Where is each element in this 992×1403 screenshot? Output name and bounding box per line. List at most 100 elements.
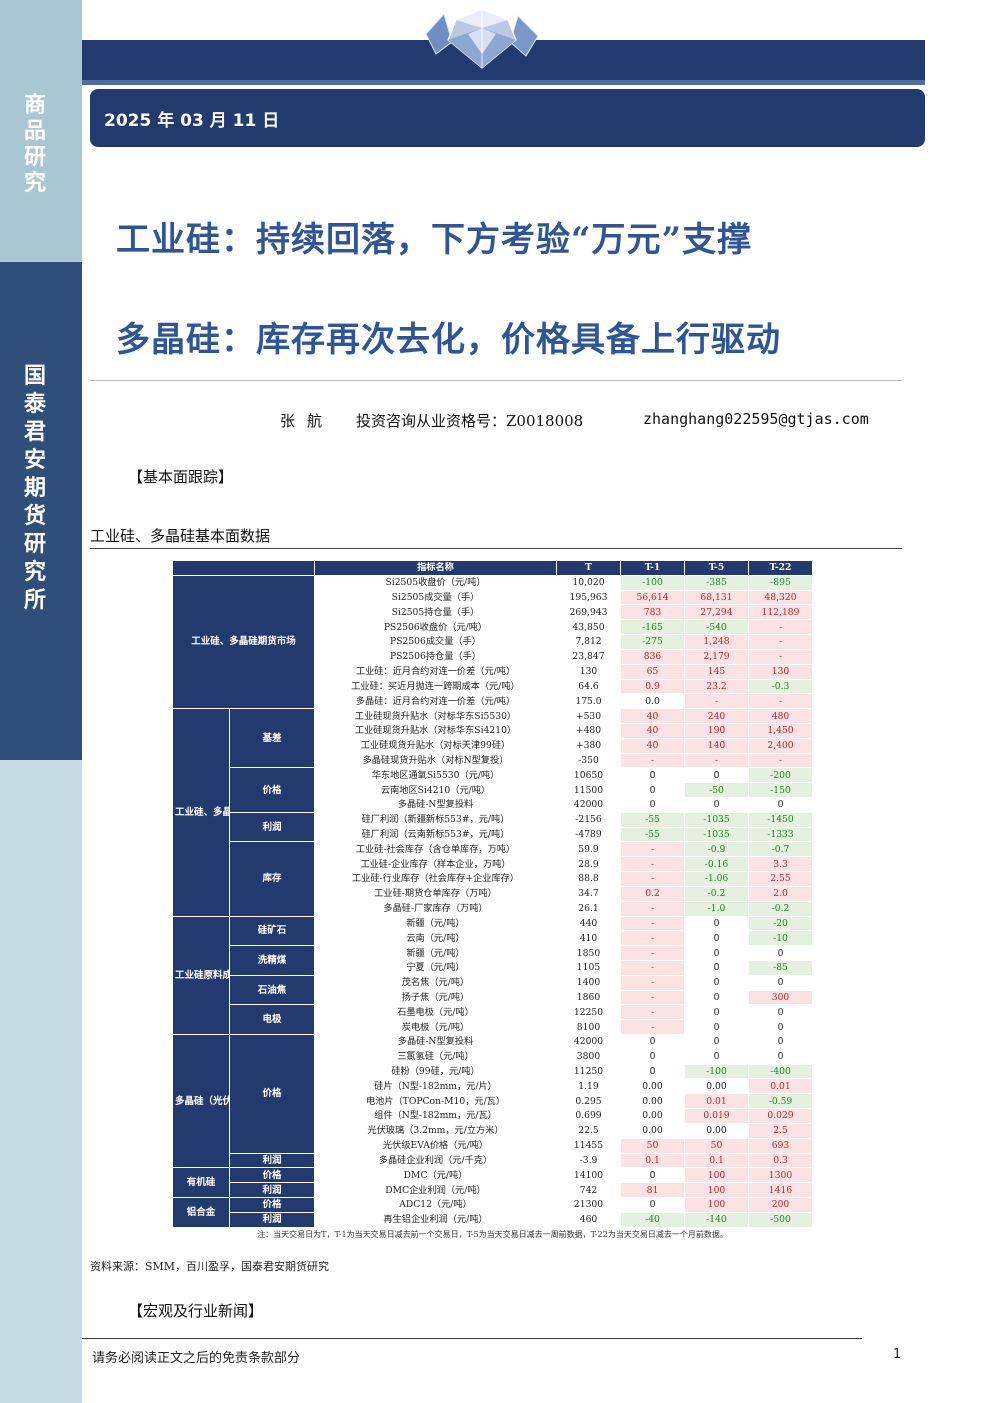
indicator-name: 宁夏（元/吨） [314,959,557,976]
change-t1: 0 [620,1048,685,1065]
change-t22: 112,189 [748,604,813,621]
sub-coal: 洗精煤 [229,945,315,976]
change-t5: 68,131 [684,589,749,606]
table-row: 价格 华东地区通氧Si5530（元/吨） 10650 0 0 -200 [173,767,813,813]
indicator-name: 工业硅-期货仓单库存（万吨） [314,885,557,902]
change-t5: 0.01 [684,1093,749,1110]
change-t5: -1.06 [684,871,749,887]
change-t5: 100 [684,1167,749,1184]
change-t5: 50 [684,1137,749,1154]
change-t22: 3.3 [748,856,813,873]
value-t: 11250 [556,1063,621,1080]
table-header-row: 指标名称 T T-1 T-5 T-22 [172,560,813,576]
table-row: 宁夏（元/吨） 1105-0 -85 [173,959,813,976]
indicator-name: 多晶硅企业利润（元/千克） [314,1152,557,1169]
value-t: 460 [556,1211,621,1228]
change-t22: -20 [748,915,813,932]
change-t22: - [748,634,813,650]
change-t5: 140 [684,737,749,754]
change-t22: -0.59 [748,1093,813,1110]
indicator-name: 多晶硅：近月合约对连一价差（元/吨） [314,693,557,710]
change-t1: - [620,1004,685,1021]
value-t: 1105 [556,959,621,976]
change-t22: -0.2 [748,900,813,917]
sub-inventory: 库存 [229,841,315,917]
change-t22: 0 [748,797,813,813]
change-t22: 0.029 [748,1108,813,1124]
sub-dmc-profit: 利润 [229,1182,315,1198]
table-row: 电极 石墨电极（元/吨） 12250-0 0 [173,1004,813,1035]
value-t: -4789 [556,826,621,843]
change-t5: -385 [684,574,749,591]
change-t5: 0.00 [684,1122,749,1139]
change-t1: 40 [620,722,685,739]
table-note-row: 注：当天交易日为T，T-1为当天交易日减去前一个交易日，T-5为当天交易日减去一… [172,1226,813,1243]
value-t: -350 [556,752,621,769]
value-t: 10,020 [556,574,621,591]
indicator-name: 硅厂利润（云南新标553#，元/吨） [314,826,557,843]
value-t: 1.19 [556,1078,621,1095]
change-t1: - [620,915,685,932]
indicator-name: 硅片（N型-182mm，元/片） [314,1078,557,1095]
change-t5: 0 [684,767,749,784]
change-t22: 0 [748,1004,813,1021]
table-row: PS2506成交量（手） 7,812 -275 1,248- [173,634,813,650]
indicator-name: 石墨电极（元/吨） [314,1004,557,1021]
change-t22: 300 [748,989,813,1006]
value-t: 11500 [556,782,621,798]
indicator-name: 光伏级EVA价格（元/吨） [314,1137,557,1154]
table-row: 硅粉（99硅，元/吨） 11250 0 -100 -400 [173,1063,813,1080]
value-t: 1850 [556,945,621,961]
table-caption: 工业硅、多晶硅基本面数据 [90,527,271,545]
change-t1: - [620,871,685,887]
indicator-name: 扬子焦（元/吨） [314,989,557,1006]
table-row: 利润 硅厂利润（新疆新标553#，元/吨） -2156 -55 -1035 -1450 [173,811,813,843]
change-t5: 0 [684,1019,749,1035]
indicator-name: 华东地区通氧Si5530（元/吨） [314,767,557,784]
value-t: 26.1 [556,900,621,917]
change-t22: -10 [748,930,813,947]
value-t: 88.8 [556,871,621,887]
change-t22: -0.7 [748,841,813,858]
table-row: 工业硅、多晶硅基差工业硅现货升贴水（对标华东Si5530）+5304024048… [172,708,813,917]
change-t1: 0 [620,1196,685,1213]
header-indicator: 指标名称 [314,560,557,576]
value-t: 11455 [556,1137,621,1154]
indicator-name: 工业硅-行业库存（社会库存+企业库存） [314,871,557,887]
fundamentals-table: 指标名称 T T-1 T-5 T-22 工业硅、多晶硅期货市场 Si2505收盘价… [172,560,813,1243]
change-t5: -1035 [684,811,749,828]
table-row: 利润 再生铝企业利润（元/吨） 460 -40 -140 -500 [173,1211,813,1228]
indicator-name: 工业硅-社会库存（含仓单库存，万吨） [314,841,557,858]
value-t: 440 [556,915,621,932]
change-t1: 0 [620,797,685,813]
table-row: 工业硅-行业库存（社会库存+企业库存） 88.8- -1.06 2.55 [173,871,813,887]
change-t1: 0 [620,1063,685,1080]
table-row: 工业硅：买近月抛连一跨期成本（元/吨） 64.6 0.9 23.2 -0.3 [173,678,813,695]
table-row: 光伏玻璃（3.2mm，元/立方米） 22.5 0.00 0.00 2.5 [173,1122,813,1139]
change-t5: 0 [684,797,749,813]
table-row: 扬子焦（元/吨） 1860-0 300 [173,989,813,1006]
sub-adc-profit: 利润 [229,1211,315,1228]
change-t22: 0 [748,945,813,961]
change-t22: -85 [748,959,813,976]
change-t1: 50 [620,1137,685,1154]
change-t1: 783 [620,604,685,621]
section-heading-news: 【宏观及行业新闻】 [128,1302,264,1320]
change-t5: - [684,752,749,769]
change-t5: 0.019 [684,1108,749,1124]
change-t5: 0 [684,945,749,961]
value-t: 14100 [556,1167,621,1184]
change-t22: 1,450 [748,722,813,739]
change-t1: - [620,752,685,769]
report-title-line2: 多晶硅：库存再次去化，价格具备上行驱动 [116,320,781,360]
sub-electrode: 电极 [229,1004,315,1035]
value-t: 410 [556,930,621,947]
indicator-name: 工业硅现货升贴水（对标华东Si5530） [314,708,557,724]
date-bar: 2025 年 03 月 11 日 [90,89,925,147]
value-t: 23,847 [556,648,621,665]
change-t1: 0.9 [620,678,685,695]
change-t22: - [748,619,813,636]
author-email[interactable]: zhanghang022595@gtjas.com [643,410,869,428]
indicator-name: PS2506成交量（手） [314,634,557,650]
